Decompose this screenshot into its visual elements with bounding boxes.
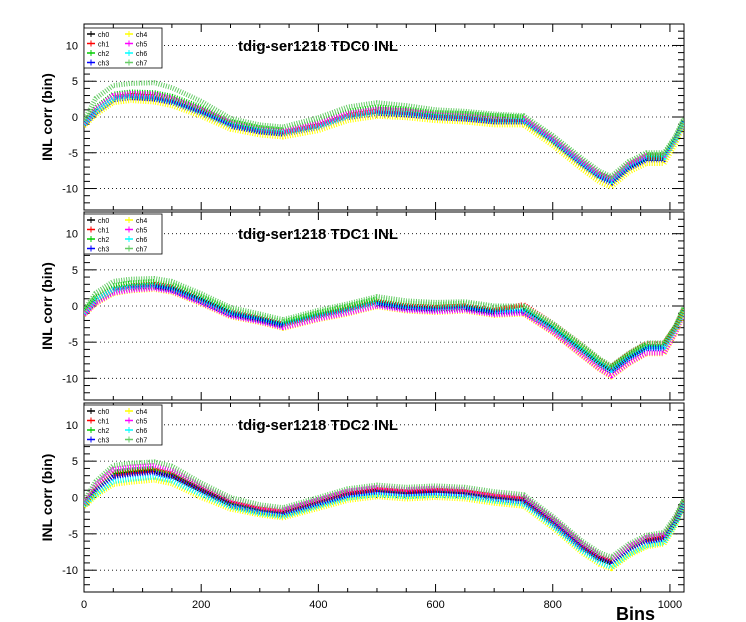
legend-entry-ch1: ch1: [98, 228, 109, 235]
series-group: [84, 459, 684, 572]
series-line-ch6: [84, 93, 684, 184]
legend-box: [83, 213, 163, 255]
panel-tdc2: -10 -5 0 5 10 0 200 400 600 800 1000 INL corr (bin)…: [39, 402, 685, 611]
panel-title: tdig-ser1218 TDC0 INL: [238, 38, 398, 55]
series-line-ch4: [84, 477, 684, 572]
legend-entry-ch0: ch0: [98, 32, 109, 39]
legend-entry-ch2: ch2: [98, 237, 109, 244]
legend-entry-ch7: ch7: [136, 61, 147, 68]
legend-box: [83, 404, 163, 446]
legend-entry-ch1: ch1: [98, 42, 109, 49]
legend-entry-ch6: ch6: [136, 237, 147, 244]
legend-entry-ch3: ch3: [98, 438, 109, 445]
legend-entry-ch4: ch4: [136, 32, 147, 39]
legend-entry-ch0: ch0: [98, 218, 109, 225]
legend-entry-ch7: ch7: [136, 438, 147, 445]
x-tick-label: 0: [81, 599, 87, 611]
x-tick-label: 400: [309, 599, 327, 611]
legend-entry-ch2: ch2: [98, 51, 109, 58]
y-axis-title: INL corr (bin): [39, 454, 55, 542]
y-axis-title: INL corr (bin): [39, 262, 55, 350]
series-line-ch5: [84, 90, 684, 182]
y-tick-label: 5: [72, 265, 78, 277]
y-tick-label: -5: [68, 337, 78, 349]
y-tick-label: 0: [72, 301, 78, 313]
legend-entry-ch6: ch6: [136, 51, 147, 58]
series-line-ch5: [84, 463, 684, 562]
y-tick-label: 5: [72, 456, 78, 468]
x-tick-label: 200: [192, 599, 210, 611]
panel-title: tdig-ser1218 TDC1 INL: [238, 226, 398, 243]
legend-box: [83, 27, 163, 69]
legend-entry-ch7: ch7: [136, 247, 147, 254]
series-line-ch6: [84, 282, 684, 373]
legend-entry-ch5: ch5: [136, 42, 147, 49]
series-group: [84, 276, 684, 380]
panel-tdc0: -10 -5 0 5 10 INL corr (bin) ch0 ch1 ch2 ch3 ch4 ch…: [39, 23, 685, 211]
x-tick-label: 800: [544, 599, 562, 611]
y-tick-label: 10: [66, 420, 78, 432]
legend-entry-ch0: ch0: [98, 409, 109, 416]
y-axis-title: INL corr (bin): [39, 73, 55, 161]
legend-entry-ch5: ch5: [136, 419, 147, 426]
legend-entry-ch4: ch4: [136, 409, 147, 416]
series-line-ch4: [84, 98, 684, 190]
series-line-ch7: [84, 80, 684, 179]
legend-entry-ch6: ch6: [136, 428, 147, 435]
panel-tdc1: -10 -5 0 5 10 INL corr (bin) ch0 ch1 ch2 ch3 ch4 ch…: [39, 211, 685, 401]
x-tick-label: 1000: [658, 599, 682, 611]
y-tick-label: -10: [62, 565, 78, 577]
legend-entry-ch1: ch1: [98, 419, 109, 426]
y-tick-label: 10: [66, 40, 78, 52]
y-tick-label: 10: [66, 229, 78, 241]
y-tick-label: 0: [72, 493, 78, 505]
series-line-ch6: [84, 474, 684, 570]
y-tick-label: -5: [68, 529, 78, 541]
panel-title: tdig-ser1218 TDC2 INL: [238, 417, 398, 434]
y-tick-label: -10: [62, 373, 78, 385]
y-tick-label: -10: [62, 184, 78, 196]
series-line-ch7: [84, 276, 684, 369]
y-tick-label: -5: [68, 148, 78, 160]
x-axis-title: Bins: [616, 604, 655, 622]
x-tick-label: 600: [426, 599, 444, 611]
legend-entry-ch2: ch2: [98, 428, 109, 435]
series-group: [84, 80, 684, 190]
y-tick-label: 5: [72, 76, 78, 88]
legend-entry-ch4: ch4: [136, 218, 147, 225]
legend-entry-ch5: ch5: [136, 228, 147, 235]
legend-entry-ch3: ch3: [98, 247, 109, 254]
y-tick-label: 0: [72, 112, 78, 124]
legend-entry-ch3: ch3: [98, 61, 109, 68]
series-line-ch7: [84, 459, 684, 560]
